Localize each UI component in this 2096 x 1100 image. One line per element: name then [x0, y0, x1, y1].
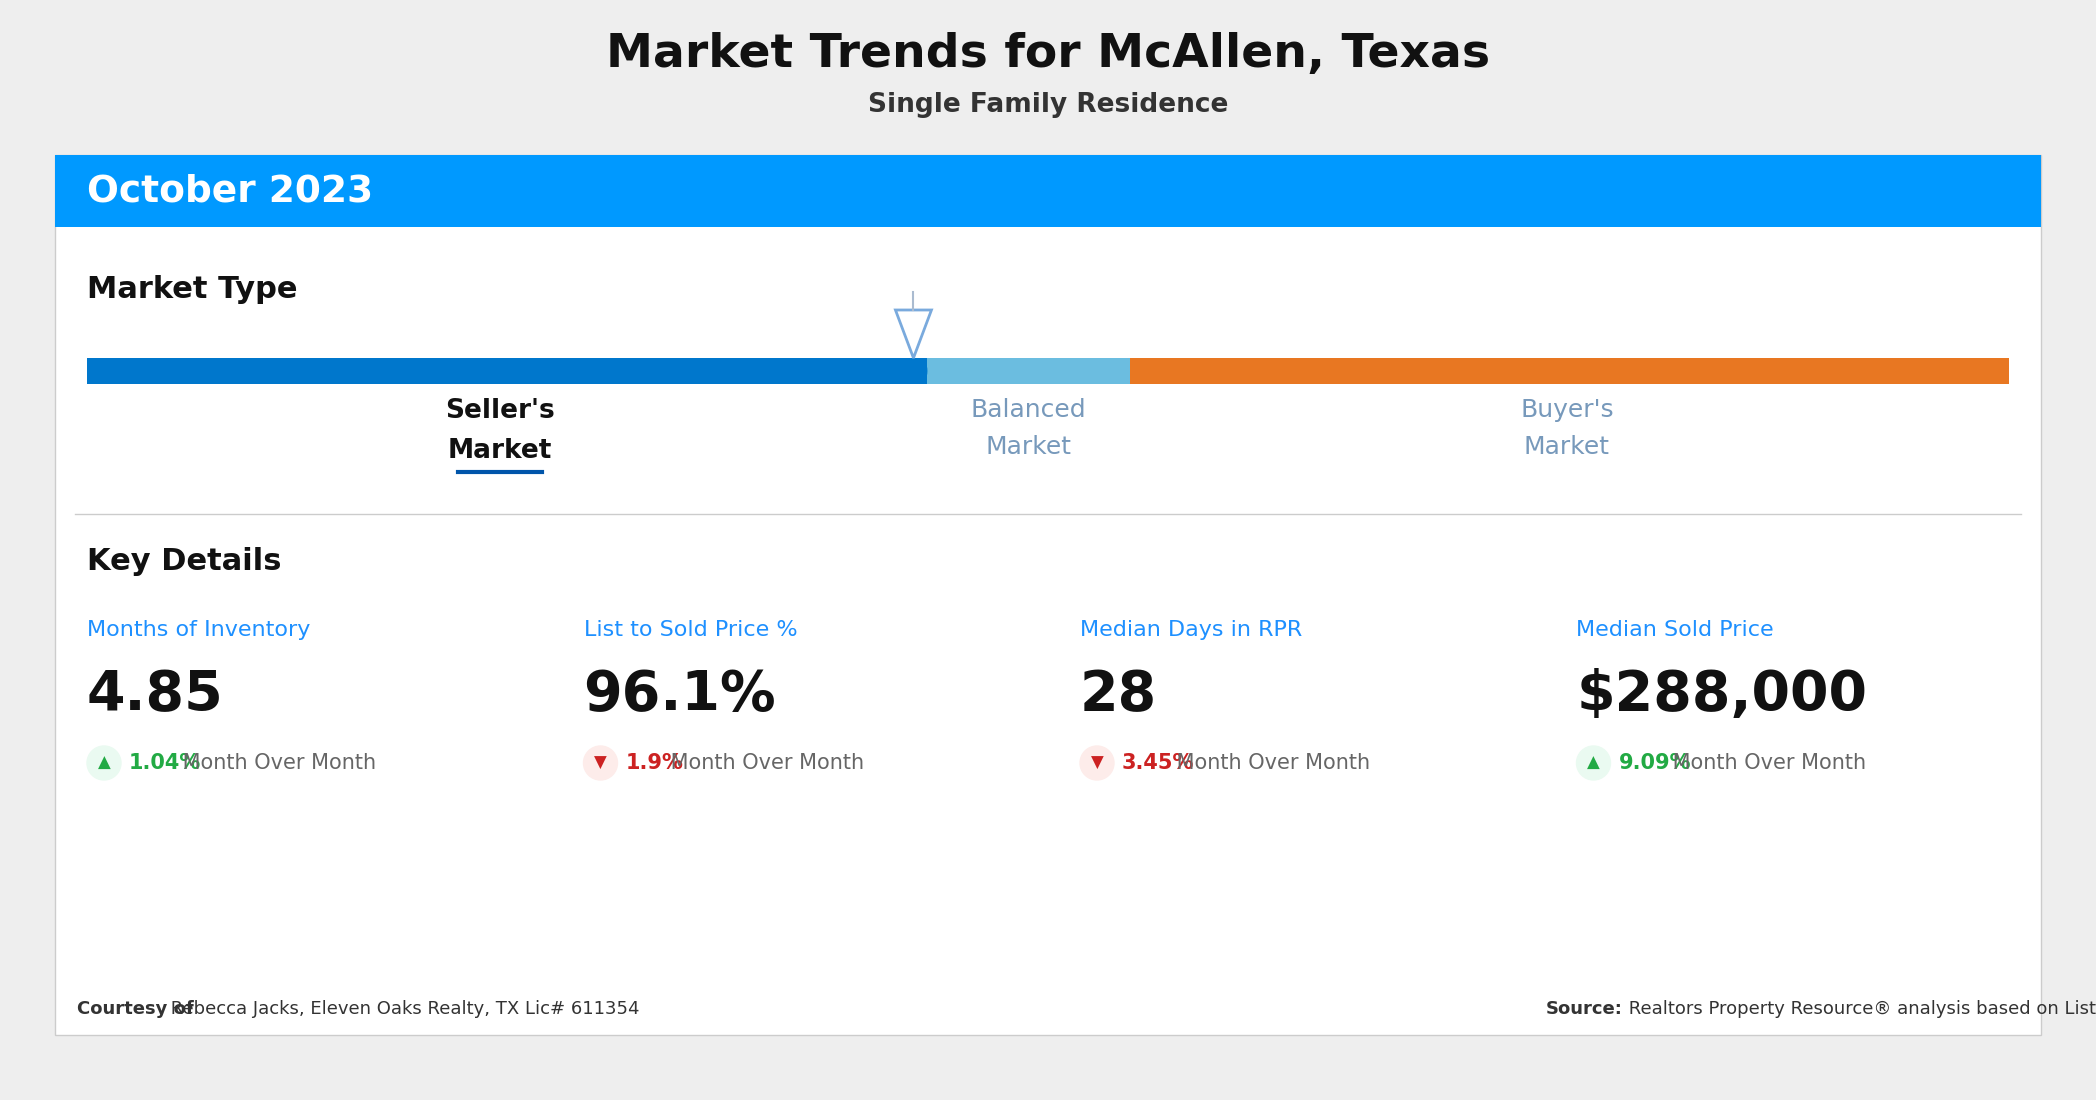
Text: Month Over Month: Month Over Month [1170, 754, 1369, 773]
FancyBboxPatch shape [1130, 358, 2008, 384]
Text: Rebecca Jacks, Eleven Oaks Realty, TX Lic# 611354: Rebecca Jacks, Eleven Oaks Realty, TX Li… [166, 1000, 639, 1018]
Text: 9.09%: 9.09% [1618, 754, 1691, 773]
FancyBboxPatch shape [54, 155, 2042, 1035]
Bar [88, 358, 914, 384]
Text: ▲: ▲ [1587, 754, 1599, 772]
Text: Source:: Source: [1547, 1000, 1622, 1018]
Text: Key Details: Key Details [88, 548, 281, 576]
Text: Month Over Month: Month Over Month [664, 754, 864, 773]
Circle shape [583, 746, 618, 780]
Bar [1144, 358, 2008, 384]
Text: Months of Inventory: Months of Inventory [88, 620, 310, 640]
Text: Single Family Residence: Single Family Residence [868, 92, 1228, 118]
Text: $288,000: $288,000 [1576, 668, 1868, 722]
Circle shape [1576, 746, 1610, 780]
Text: Buyer's
Market: Buyer's Market [1520, 398, 1614, 460]
Text: Courtesy of: Courtesy of [78, 1000, 193, 1018]
Text: ▼: ▼ [593, 754, 608, 772]
Circle shape [88, 746, 122, 780]
Text: 28: 28 [1079, 668, 1157, 722]
Text: Market Trends for McAllen, Texas: Market Trends for McAllen, Texas [606, 33, 1490, 77]
Text: List to Sold Price %: List to Sold Price % [583, 620, 796, 640]
Text: ▲: ▲ [99, 754, 111, 772]
Text: Median Sold Price: Median Sold Price [1576, 620, 1773, 640]
Bar [101, 358, 926, 384]
Text: Month Over Month: Month Over Month [1666, 754, 1865, 773]
Text: 96.1%: 96.1% [583, 668, 776, 722]
Bar [914, 358, 1144, 384]
Text: 4.85: 4.85 [88, 668, 224, 722]
Text: October 2023: October 2023 [88, 173, 373, 209]
Bar [54, 155, 2042, 227]
Text: ▼: ▼ [1090, 754, 1102, 772]
Text: Month Over Month: Month Over Month [176, 754, 377, 773]
Text: 1.9%: 1.9% [625, 754, 683, 773]
Text: Seller's
Market: Seller's Market [444, 398, 555, 464]
Text: 3.45%: 3.45% [1121, 754, 1195, 773]
Text: 1.04%: 1.04% [130, 754, 201, 773]
FancyBboxPatch shape [88, 358, 926, 384]
Polygon shape [895, 310, 931, 358]
Bar [1130, 358, 1995, 384]
Circle shape [1079, 746, 1113, 780]
Text: Balanced
Market: Balanced Market [970, 398, 1086, 460]
Text: Median Days in RPR: Median Days in RPR [1079, 620, 1302, 640]
Text: Realtors Property Resource® analysis based on Listings: Realtors Property Resource® analysis bas… [1622, 1000, 2096, 1018]
Text: Market Type: Market Type [88, 275, 298, 304]
